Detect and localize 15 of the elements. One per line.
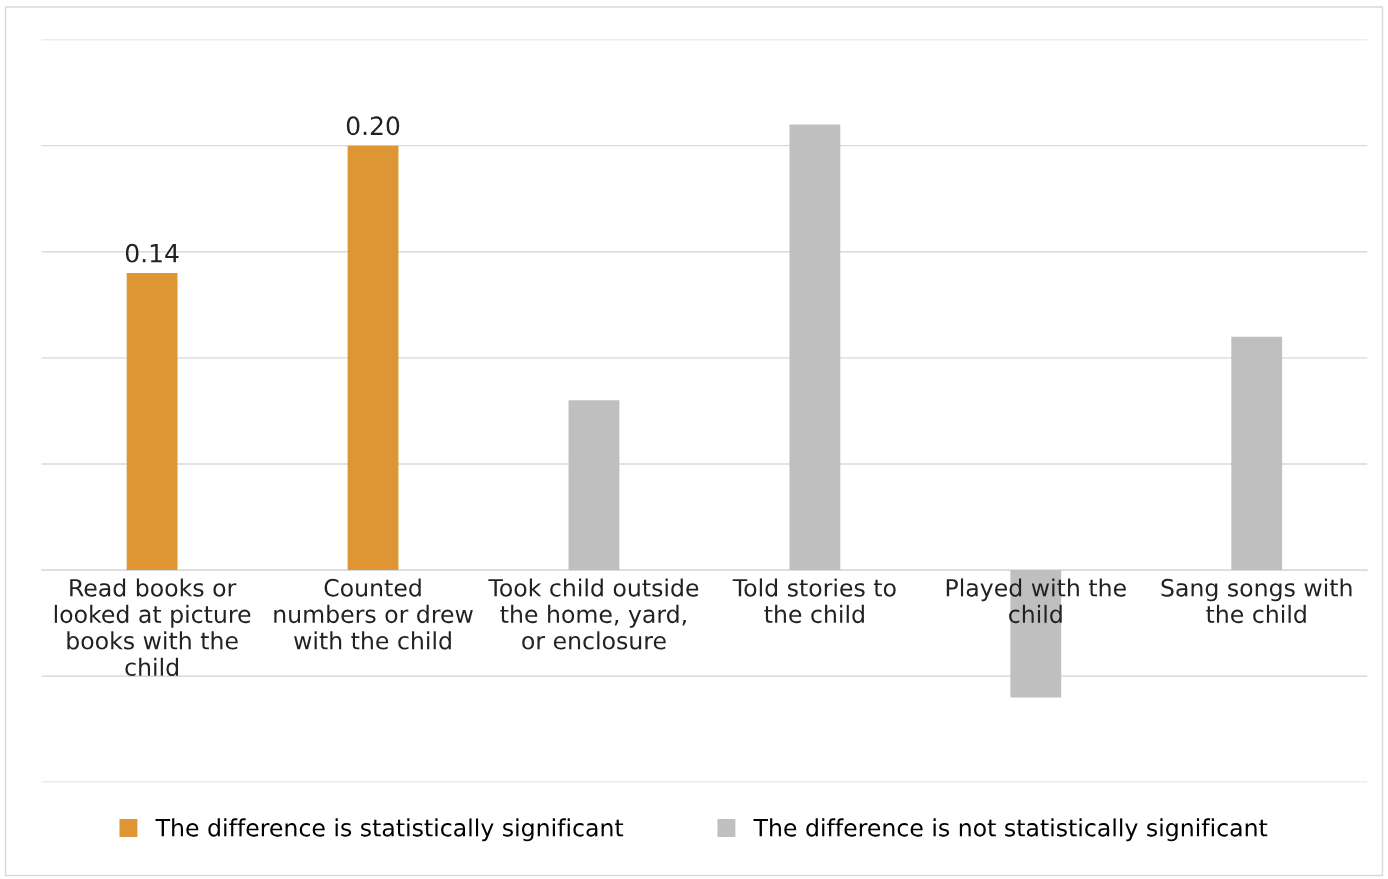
data-label: 0.20 xyxy=(346,116,400,136)
x-tick-label: Took child outside the home, yard, or enclosure xyxy=(488,578,699,650)
x-tick-label: Counted numbers or drew with the child xyxy=(274,578,473,650)
data-label: 0.14 xyxy=(125,243,179,263)
x-tick-label: Read books or looked at picture books with the child xyxy=(54,578,251,677)
bar xyxy=(789,124,841,571)
x-tick-label: Told stories to the child xyxy=(732,578,896,624)
bar xyxy=(347,145,399,571)
bar xyxy=(126,272,178,571)
x-tick-label: Sang songs with the child xyxy=(1161,578,1352,624)
legend-label: The difference is not statistically significant xyxy=(753,818,1268,842)
legend-label: The difference is statistically significant xyxy=(155,818,624,842)
bar xyxy=(1231,336,1283,571)
x-tick-label: Played with the child xyxy=(946,578,1126,624)
bar xyxy=(568,400,620,571)
